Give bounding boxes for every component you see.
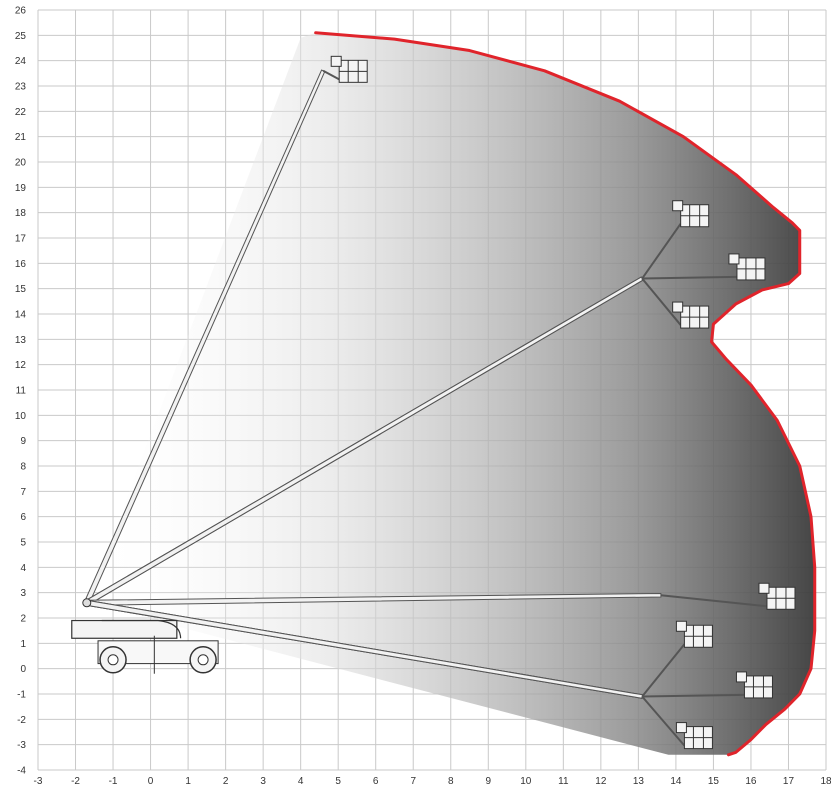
y-tick-label: -2 xyxy=(17,715,26,726)
y-tick-label: 21 xyxy=(15,132,27,143)
chassis xyxy=(97,640,219,665)
x-tick-label: 4 xyxy=(298,776,304,787)
jib-arm xyxy=(641,643,686,698)
y-tick-label: 6 xyxy=(20,512,26,523)
y-tick-label: 26 xyxy=(15,6,27,17)
x-tick-label: 8 xyxy=(448,776,454,787)
x-tick-label: -1 xyxy=(109,776,118,787)
jib-arm xyxy=(322,69,340,81)
x-tick-label: 7 xyxy=(410,776,416,787)
machine-base xyxy=(71,598,219,674)
y-tick-label: 10 xyxy=(15,411,27,422)
boom-positions xyxy=(83,55,796,750)
platform-control-box xyxy=(728,253,740,265)
jib-arm xyxy=(642,693,745,698)
x-tick-label: 13 xyxy=(633,776,645,787)
x-tick-label: 9 xyxy=(486,776,492,787)
y-tick-label: 22 xyxy=(15,107,27,118)
y-tick-label: 4 xyxy=(20,563,26,574)
y-tick-label: 16 xyxy=(15,259,27,270)
wheel-hub xyxy=(197,654,209,666)
x-tick-label: 6 xyxy=(373,776,379,787)
platform-control-box xyxy=(675,722,687,734)
y-tick-label: 15 xyxy=(15,284,27,295)
jib-arm xyxy=(660,594,768,608)
jib-arm xyxy=(641,223,682,280)
envelope-shade xyxy=(86,32,815,755)
envelope-outline-line xyxy=(314,31,817,757)
x-tick-label: 14 xyxy=(670,776,682,787)
y-tick-label: -4 xyxy=(17,766,26,777)
y-tick-label: 8 xyxy=(20,462,26,473)
y-tick-label: -1 xyxy=(17,690,26,701)
y-tick-label: 12 xyxy=(15,360,27,371)
y-tick-label: 14 xyxy=(15,310,27,321)
x-tick-label: 15 xyxy=(708,776,720,787)
jib-arm xyxy=(642,275,737,280)
x-tick-label: 17 xyxy=(783,776,795,787)
envelope-outline xyxy=(314,31,817,757)
x-tick-label: -2 xyxy=(71,776,80,787)
x-tick-label: 0 xyxy=(148,776,154,787)
envelope-shading xyxy=(86,32,815,755)
platform-control-box xyxy=(758,582,770,594)
y-tick-label: 9 xyxy=(20,436,26,447)
x-tick-label: 10 xyxy=(520,776,532,787)
y-axis-ticks: -4-3-2-101234567891011121314151617181920… xyxy=(15,6,27,777)
y-tick-label: 5 xyxy=(20,538,26,549)
x-tick-label: 3 xyxy=(260,776,266,787)
y-tick-label: 7 xyxy=(20,487,26,498)
platform-control-box xyxy=(330,55,342,67)
y-tick-label: 23 xyxy=(15,82,27,93)
y-tick-label: -3 xyxy=(17,740,26,751)
y-tick-label: 0 xyxy=(20,664,26,675)
y-tick-label: 17 xyxy=(15,234,27,245)
y-tick-label: 3 xyxy=(20,588,26,599)
x-tick-label: 1 xyxy=(185,776,191,787)
x-tick-label: 5 xyxy=(335,776,341,787)
platform-control-box xyxy=(672,200,684,212)
jib-arm xyxy=(641,695,686,747)
platform-control-box xyxy=(672,301,684,313)
y-tick-label: 13 xyxy=(15,335,27,346)
x-tick-label: 18 xyxy=(820,776,831,787)
x-axis-ticks: -3 -2 -1 0 1 2 3 4 5 6 7 8 9 10 11 12 13 14 15 16 17 18 xyxy=(34,776,831,787)
jib-arm xyxy=(641,277,682,326)
y-tick-label: 11 xyxy=(16,386,27,397)
counterweight xyxy=(101,619,182,639)
x-tick-label: 11 xyxy=(558,776,569,787)
x-tick-label: 12 xyxy=(595,776,607,787)
wheel-hub xyxy=(107,654,119,666)
y-tick-label: 20 xyxy=(15,158,27,169)
y-tick-label: 25 xyxy=(15,31,27,42)
y-tick-label: 24 xyxy=(15,56,27,67)
y-tick-label: 2 xyxy=(20,614,26,625)
y-tick-label: 18 xyxy=(15,208,27,219)
boom-pivot xyxy=(82,598,92,608)
x-tick-label: -3 xyxy=(34,776,43,787)
y-tick-label: 1 xyxy=(20,639,26,650)
turntable xyxy=(71,619,178,639)
platform-control-box xyxy=(735,671,747,683)
y-tick-label: 19 xyxy=(15,183,27,194)
platform-control-box xyxy=(675,620,687,632)
x-tick-label: 16 xyxy=(745,776,757,787)
x-tick-label: 2 xyxy=(223,776,229,787)
